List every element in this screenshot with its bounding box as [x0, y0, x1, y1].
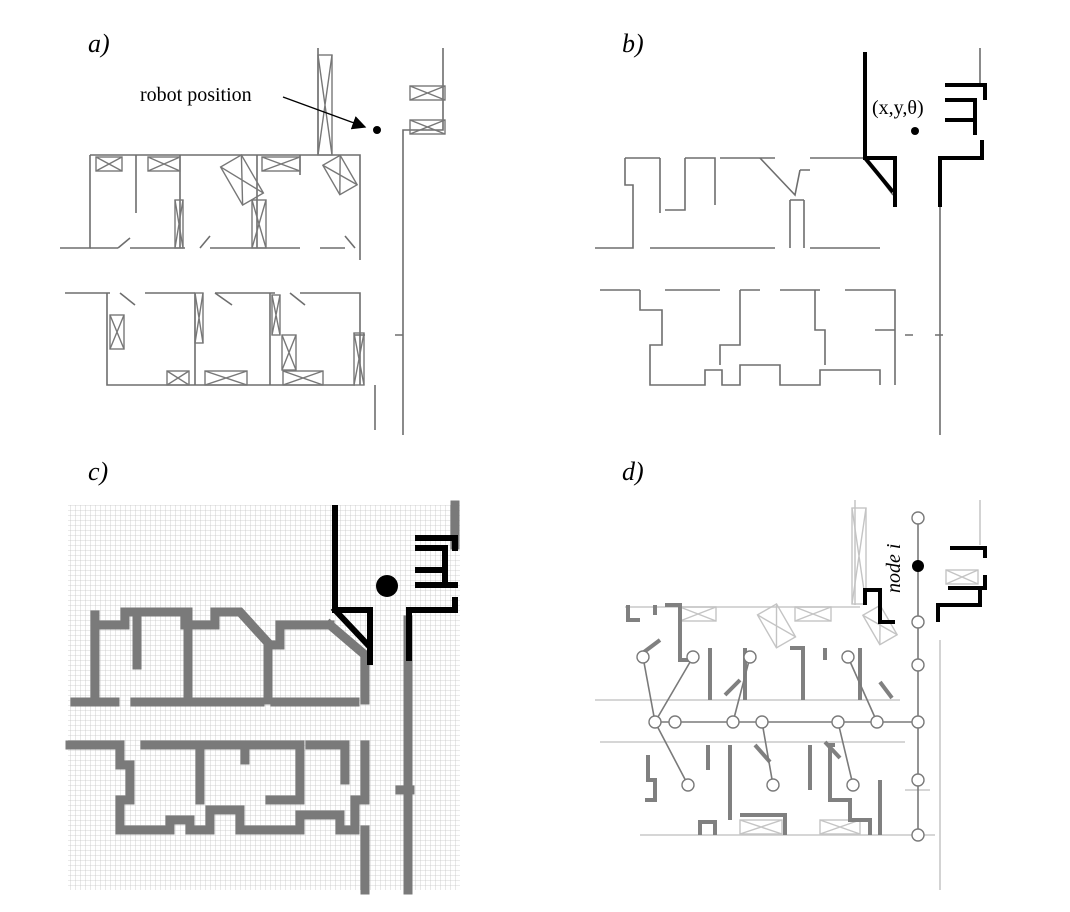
robot-grid-marker: [376, 575, 398, 597]
panel-d-label: d): [622, 457, 644, 486]
panel-a-floorplan: [60, 48, 446, 435]
panel-b: b) (x,y,θ): [595, 29, 987, 435]
panel-c-label: c): [88, 457, 108, 486]
occupancy-grid-observed: [330, 505, 458, 665]
panel-a: a): [60, 29, 446, 435]
panel-a-label: a): [88, 29, 110, 58]
node-i-annotation: node i: [883, 544, 905, 593]
panel-c: c): [65, 457, 460, 895]
robot-position-annotation: robot position: [140, 84, 252, 106]
graph-nodes: [636, 511, 925, 842]
node-i-marker: [912, 560, 924, 572]
robot-position-marker: [373, 126, 381, 134]
occupancy-grid-cells: [65, 500, 460, 895]
panel-d-observation: [863, 546, 987, 624]
panel-d: d): [595, 457, 987, 890]
robot-pointer-arrow: [282, 96, 367, 130]
panel-b-label: b): [622, 29, 644, 58]
panel-b-observation: [863, 52, 987, 207]
panel-d-floorplan-light: [595, 500, 981, 890]
robot-pose-annotation: (x,y,θ): [872, 97, 924, 119]
panel-d-floorplan-walls: [626, 603, 894, 835]
robot-pose-marker: [911, 127, 919, 135]
topological-graph: [636, 511, 925, 842]
